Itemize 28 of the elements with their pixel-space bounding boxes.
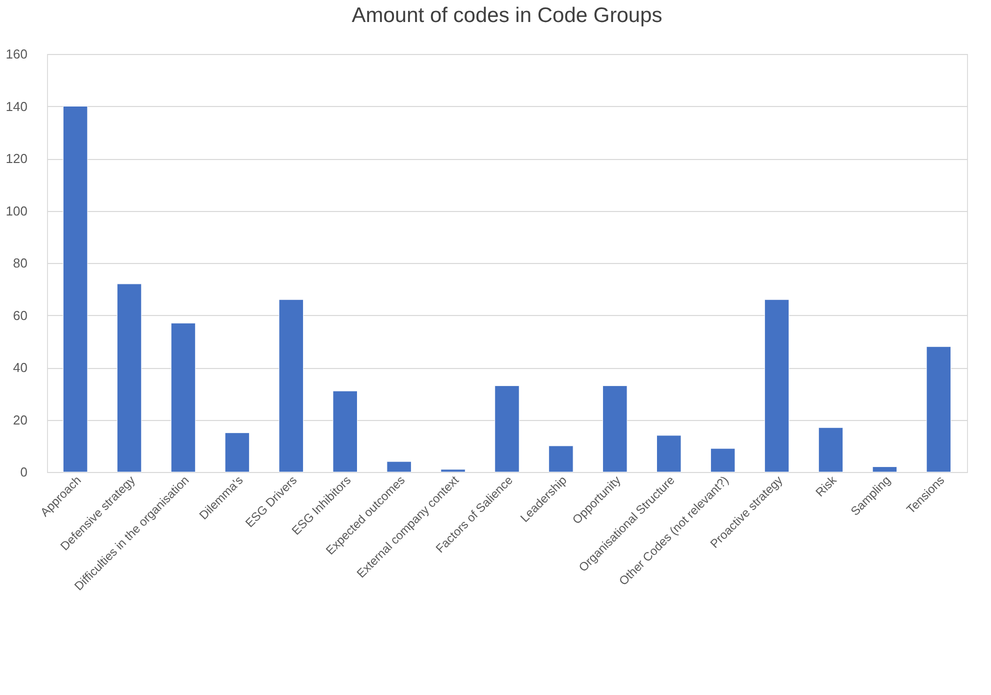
bar [872,466,898,472]
y-tick-label: 120 [6,151,28,166]
bar [548,446,574,472]
bar [116,284,142,472]
bar [764,299,790,472]
bar [440,469,466,472]
bar [710,448,736,472]
y-tick-label: 80 [13,256,28,270]
bar [278,299,304,472]
y-tick-label: 40 [13,360,28,375]
bar [926,346,952,472]
bar [494,386,520,472]
bar [602,386,628,472]
chart-title: Amount of codes in Code Groups [352,4,662,27]
y-tick-label: 20 [13,412,28,428]
y-tick-label: 160 [6,46,28,62]
bar [818,427,844,472]
y-tick-label: 100 [6,203,28,218]
bar [386,461,412,472]
bar [170,322,196,472]
y-tick-label: 0 [20,464,28,480]
x-tick-label: Risk [812,472,840,500]
bar [332,390,358,472]
bar [224,432,250,472]
bar [656,435,682,472]
y-tick-label: 140 [6,98,28,114]
bar [62,106,88,472]
y-tick-label: 60 [13,308,28,323]
